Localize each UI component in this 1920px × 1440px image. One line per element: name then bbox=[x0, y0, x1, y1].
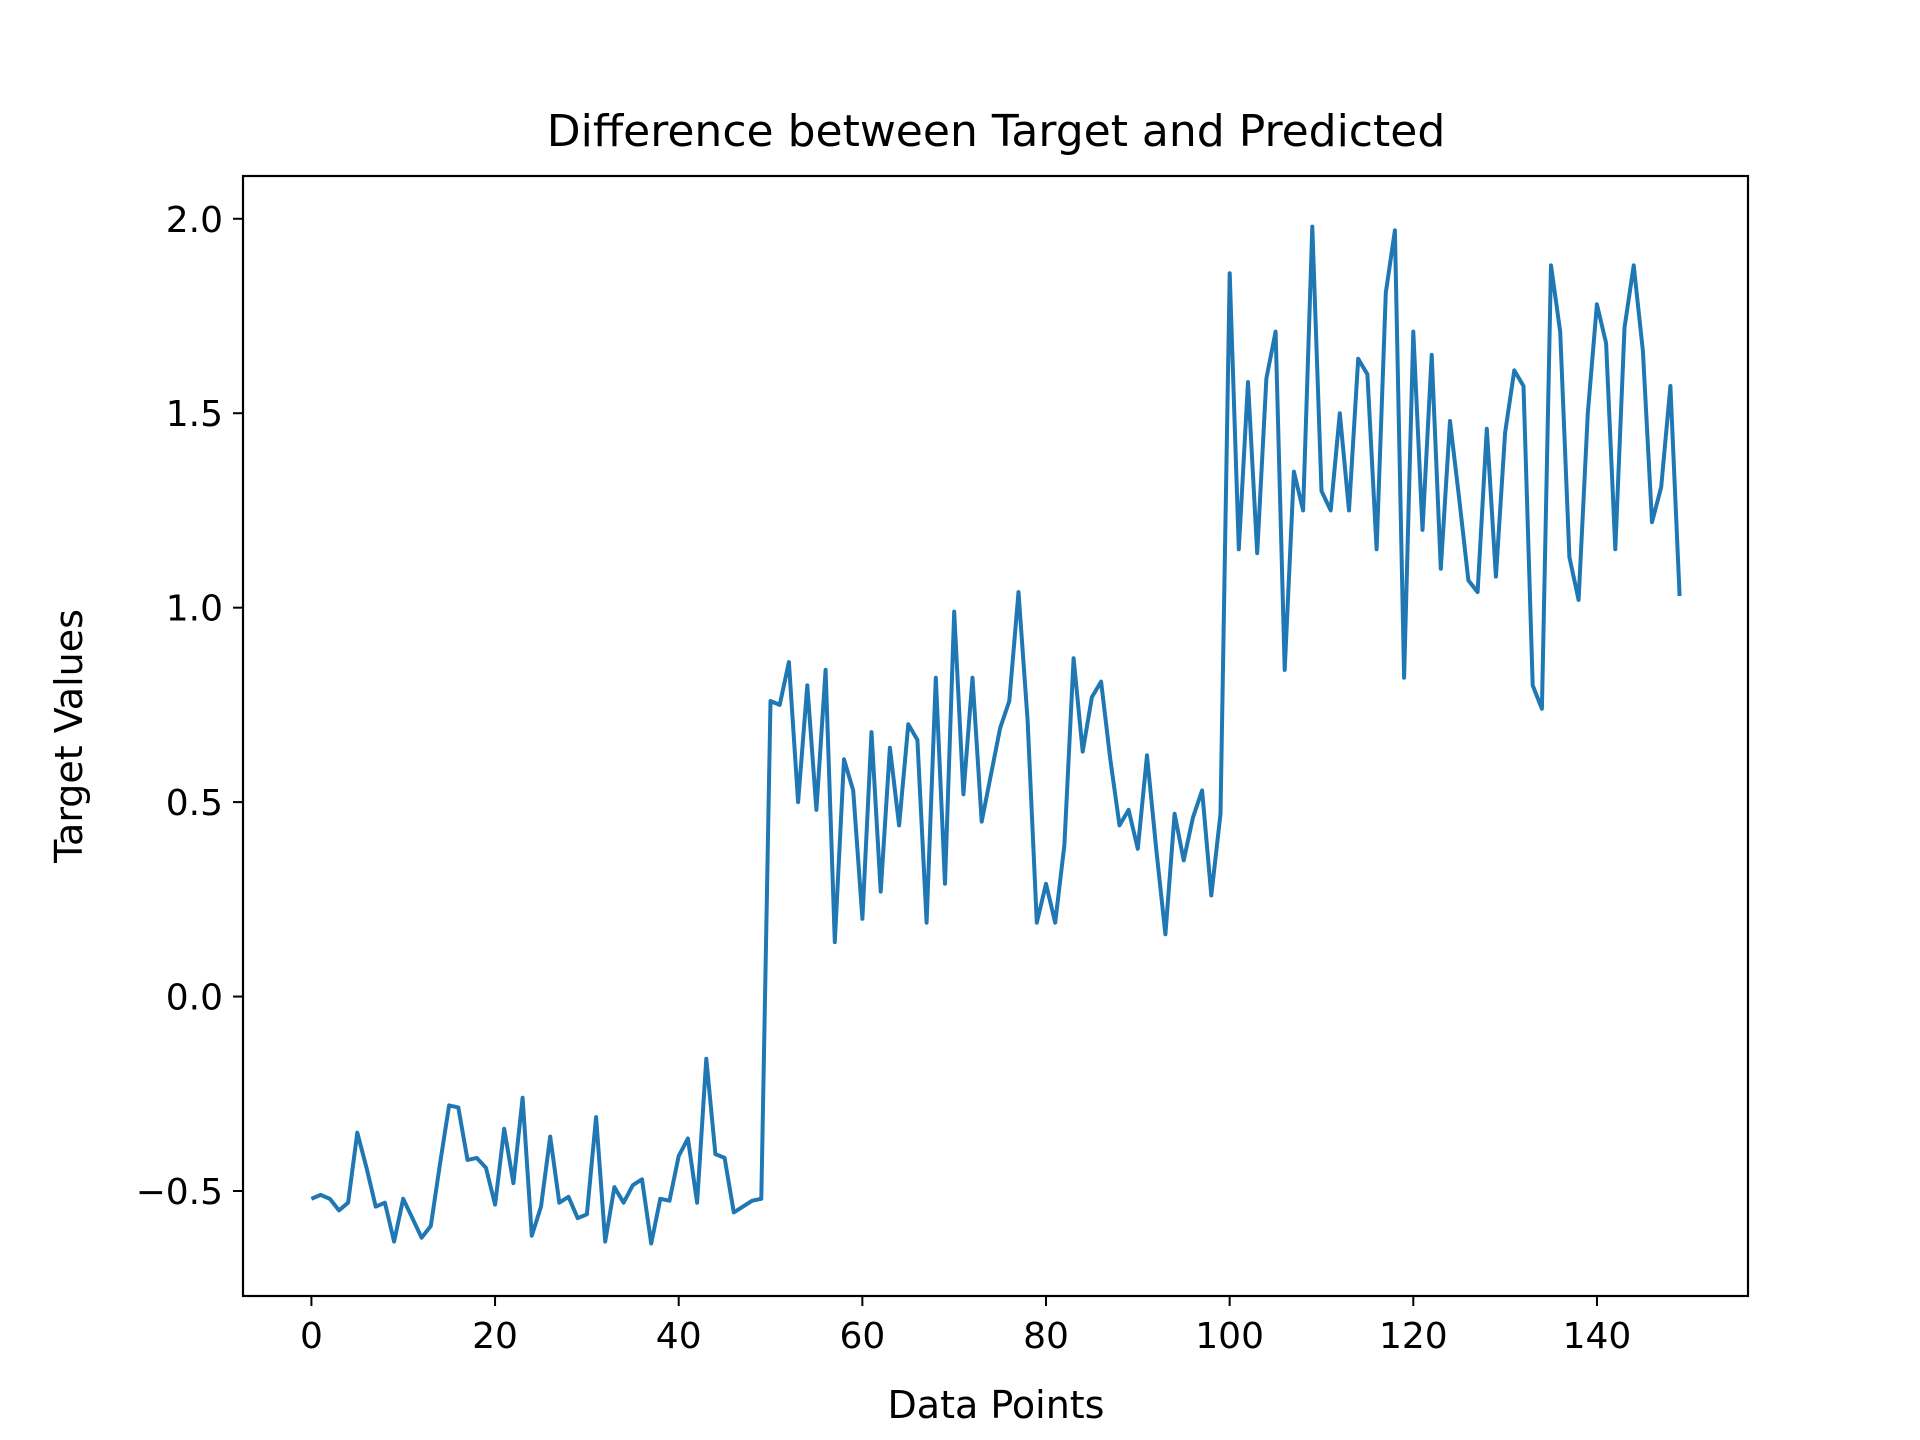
x-tick-label: 100 bbox=[1195, 1316, 1264, 1357]
plot-area bbox=[241, 174, 1750, 1298]
x-axis: 0 20 40 60 80 100 120 140 bbox=[300, 1296, 1631, 1357]
y-tick-label: 0.5 bbox=[166, 783, 223, 824]
x-tick-label: 140 bbox=[1563, 1316, 1632, 1357]
y-axis: −0.5 0.0 0.5 1.0 1.5 2.0 bbox=[136, 200, 243, 1213]
y-tick-label: 0.0 bbox=[166, 978, 223, 1019]
x-tick-label: 60 bbox=[839, 1316, 885, 1357]
x-axis-label: Data Points bbox=[888, 1383, 1105, 1427]
x-tick-label: 20 bbox=[472, 1316, 518, 1357]
x-tick-label: 80 bbox=[1023, 1316, 1069, 1357]
y-axis-label: Target Values bbox=[47, 609, 91, 864]
chart-title: Difference between Target and Predicted bbox=[547, 106, 1446, 157]
y-tick-label: 1.0 bbox=[166, 589, 223, 630]
y-tick-label: 2.0 bbox=[166, 200, 223, 241]
series-line bbox=[310, 224, 1682, 1246]
x-tick-label: 40 bbox=[656, 1316, 702, 1357]
x-tick-label: 0 bbox=[300, 1316, 323, 1357]
x-tick-label: 120 bbox=[1379, 1316, 1448, 1357]
y-tick-label: −0.5 bbox=[136, 1172, 223, 1213]
axes-frame bbox=[241, 174, 1750, 1298]
y-tick-label: 1.5 bbox=[166, 394, 223, 435]
